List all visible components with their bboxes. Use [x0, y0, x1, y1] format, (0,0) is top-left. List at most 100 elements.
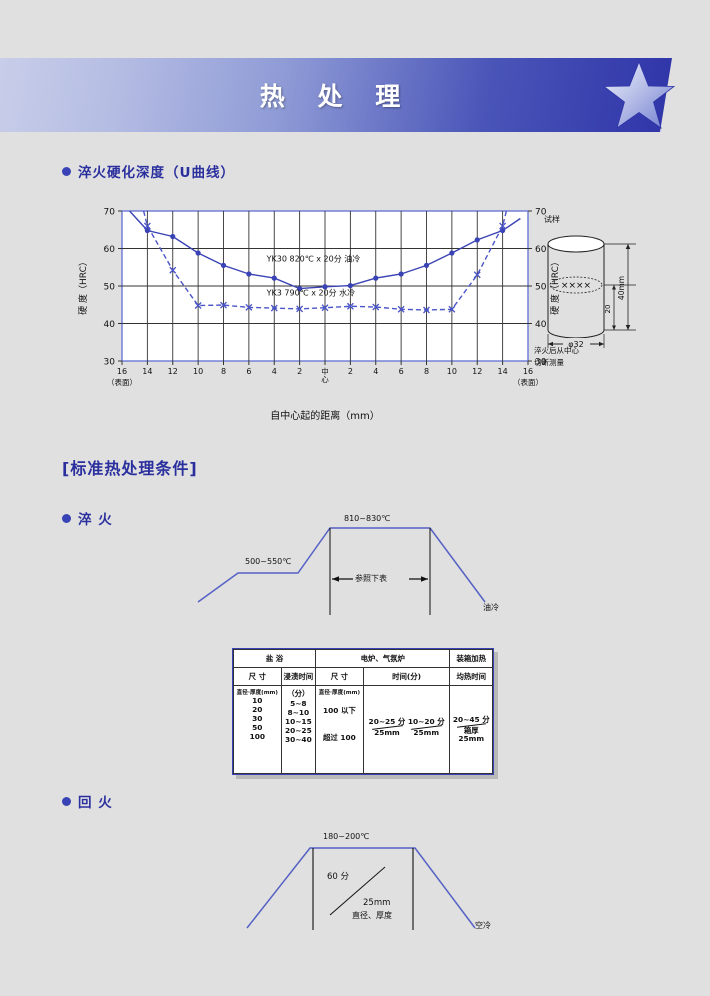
svg-text:8: 8 — [221, 367, 226, 376]
bullet-dot-icon — [62, 166, 71, 176]
svg-text:自中心起的距离（mm）: 自中心起的距离（mm） — [270, 409, 379, 422]
svg-text:硬 度（HRC）: 硬 度（HRC） — [549, 257, 561, 315]
heading-u-curve: 淬火硬化深度（U曲线） — [62, 161, 235, 181]
page-title: 热 处 理 — [259, 82, 413, 111]
svg-text:××××: ×××× — [561, 281, 591, 291]
box-time-den: 25mm — [458, 733, 485, 743]
svg-text:16: 16 — [117, 367, 127, 376]
furnace-time-1-num: 10~20 分 — [407, 716, 445, 726]
sub-header-furnace-time: 时间(分) — [362, 666, 451, 686]
furnace-size-1: 超过 100 — [322, 732, 356, 742]
specimen-diagram: 试样 ×××× 40mm 20 φ32 淬火后从中心 切断测量 — [528, 200, 678, 380]
unit-note-furnace: 直径·厚度(mm) — [318, 689, 361, 696]
table-body-row: 直径·厚度(mm) 10 20 30 50 100 （分） 5~8 8~10 1… — [233, 684, 493, 775]
salt-time-0: 5~8 — [290, 698, 307, 708]
cell-furnace-times: 20~25 分 25mm 10~20 分 25mm — [362, 684, 451, 775]
quench-preheat-temp: 500~550℃ — [245, 557, 292, 566]
svg-text:YK30 820℃ x 20分 油冷: YK30 820℃ x 20分 油冷 — [266, 254, 361, 264]
box-time: 20~45 分 箱厚 25mm — [452, 714, 490, 743]
temper-per-denominator: 25mm — [363, 898, 391, 908]
salt-size-4: 100 — [249, 731, 266, 741]
svg-text:（表面）: （表面） — [107, 377, 137, 387]
svg-text:70: 70 — [104, 207, 116, 217]
specimen-note-2: 切断测量 — [534, 358, 564, 367]
furnace-time-1: 10~20 分 25mm — [407, 716, 445, 737]
quench-soak-temp: 810~830℃ — [344, 514, 391, 523]
salt-size-0: 10 — [252, 695, 263, 705]
sub-header-salt-size: 尺 寸 — [233, 666, 282, 686]
svg-text:6: 6 — [246, 367, 251, 376]
bullet-dot-icon — [62, 513, 71, 523]
svg-text:12: 12 — [168, 367, 178, 376]
svg-text:70: 70 — [535, 207, 547, 217]
svg-text:60: 60 — [535, 245, 547, 255]
star-icon — [600, 56, 678, 136]
svg-text:16: 16 — [523, 367, 533, 376]
salt-time-3: 20~25 — [284, 725, 312, 735]
cell-salt-sizes: 直径·厚度(mm) 10 20 30 50 100 — [233, 684, 282, 775]
quench-hold-note: 参照下表 — [355, 574, 387, 583]
svg-text:2: 2 — [297, 367, 302, 376]
salt-time-1: 8~10 — [287, 707, 310, 717]
svg-text:30: 30 — [104, 357, 116, 367]
furnace-time-0-den: 25mm — [374, 727, 400, 737]
svg-text:4: 4 — [373, 367, 378, 376]
svg-text:12: 12 — [472, 367, 482, 376]
cell-box-time: 20~45 分 箱厚 25mm — [449, 684, 493, 775]
cell-salt-times: （分） 5~8 8~10 10~15 20~25 30~40 — [280, 684, 317, 775]
heading-quench: 淬 火 — [62, 508, 113, 528]
salt-size-1: 20 — [252, 704, 263, 714]
temper-temp: 180~200℃ — [323, 832, 370, 841]
svg-text:14: 14 — [498, 367, 508, 376]
group-header-salt: 盐 浴 — [232, 649, 317, 668]
svg-text:60: 60 — [104, 245, 116, 255]
svg-text:20: 20 — [604, 305, 612, 314]
furnace-time-0-num: 20~25 分 — [368, 716, 406, 726]
svg-text:10: 10 — [193, 367, 203, 376]
svg-text:4: 4 — [272, 367, 277, 376]
quench-cooling-label: 油冷 — [483, 603, 499, 612]
cell-furnace-sizes: 直径·厚度(mm) 100 以下 超过 100 — [315, 684, 364, 775]
svg-text:2: 2 — [348, 367, 353, 376]
box-time-den-label: 箱厚 — [463, 725, 479, 735]
salt-time-2: 10~15 — [284, 716, 312, 726]
sub-header-salt-time: 浸渍时间 — [280, 666, 317, 686]
svg-text:40mm: 40mm — [617, 276, 626, 300]
svg-text:硬 度（HRC）: 硬 度（HRC） — [77, 257, 89, 315]
svg-text:中: 中 — [321, 366, 329, 376]
specimen-label: 试样 — [544, 215, 560, 224]
svg-text:14: 14 — [142, 367, 152, 376]
heat-treatment-table: 盐 浴 电炉、气氛炉 装箱加热 尺 寸 浸渍时间 尺 寸 时间(分) 均热时间 … — [232, 648, 494, 775]
unit-note-salt: 直径·厚度(mm) — [236, 689, 278, 696]
heading-temper: 回 火 — [62, 791, 113, 811]
svg-text:φ32: φ32 — [568, 340, 583, 349]
svg-text:6: 6 — [399, 367, 404, 376]
table-group-header-row: 盐 浴 电炉、气氛炉 装箱加热 — [232, 649, 493, 668]
temper-cooling-label: 空冷 — [475, 921, 491, 930]
sub-header-furnace-size: 尺 寸 — [315, 666, 364, 686]
salt-time-4: 30~40 — [284, 734, 312, 744]
svg-text:8: 8 — [424, 367, 429, 376]
svg-text:10: 10 — [447, 367, 457, 376]
group-header-box: 装箱加热 — [449, 649, 493, 668]
heading-temper-label: 回 火 — [78, 795, 113, 811]
header-banner — [0, 58, 672, 132]
furnace-time-1-den: 25mm — [413, 727, 440, 737]
u-curve-chart: 30 30 40 40 50 50 60 60 70 70 16 14 12 10 8 6 4 2 中心 2 4 6 8 10… — [60, 195, 650, 425]
furnace-time-0: 20~25 分 25mm — [368, 716, 406, 737]
group-header-furnace: 电炉、气氛炉 — [315, 649, 451, 668]
svg-text:心: 心 — [321, 375, 329, 384]
bullet-dot-icon — [62, 796, 71, 806]
table-sub-header-row: 尺 寸 浸渍时间 尺 寸 时间(分) 均热时间 — [233, 666, 493, 686]
svg-text:50: 50 — [104, 282, 116, 292]
temper-time: 60 分 — [327, 872, 350, 882]
svg-text:50: 50 — [535, 282, 547, 292]
svg-text:YK3 790℃ x 20分 水冷: YK3 790℃ x 20分 水冷 — [266, 287, 356, 297]
time-unit-note: （分） — [287, 688, 310, 698]
furnace-size-0: 100 以下 — [322, 705, 356, 715]
svg-text:（表面）: （表面） — [513, 377, 543, 387]
specimen-note-1: 淬火后从中心 — [534, 346, 579, 355]
quench-cycle-diagram: 500~550℃ 810~830℃ 参照下表 油冷 — [190, 505, 540, 630]
sub-header-box-time: 均热时间 — [449, 666, 493, 686]
box-time-num: 20~45 分 — [452, 714, 490, 724]
